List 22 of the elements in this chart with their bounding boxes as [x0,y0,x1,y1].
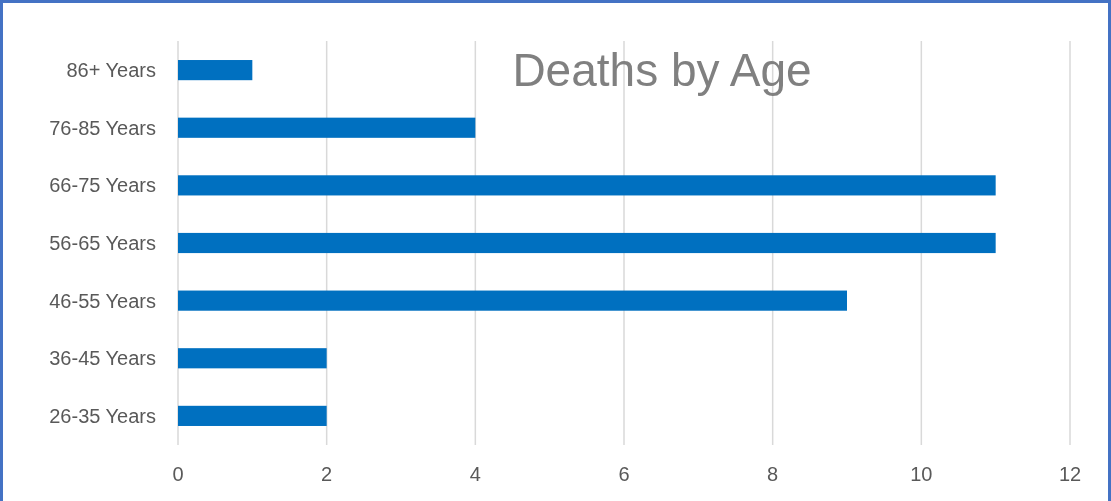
y-tick-label: 76-85 Years [49,116,156,139]
chart-title: Deaths by Age [512,44,812,97]
x-tick-label: 12 [1058,463,1082,485]
bar [178,405,327,426]
bar [178,117,476,138]
x-tick-label: 6 [618,463,630,485]
bar [178,60,253,81]
x-tick-label: 2 [321,463,333,485]
x-tick-label: 0 [172,463,184,485]
y-tick-label: 56-65 Years [49,232,156,254]
bar [178,348,327,369]
bar [178,232,996,254]
x-tick-label: 10 [910,463,933,485]
y-tick-label: 26-35 Years [49,404,156,427]
bar [178,290,847,311]
x-tick-label: 8 [767,463,779,485]
y-tick-label: 66-75 Years [49,174,156,197]
x-tick-label: 4 [469,463,481,485]
bar [178,175,996,196]
y-tick-label: 36-45 Years [49,347,156,370]
y-tick-label: 86+ Years [66,59,156,82]
y-tick-label: 46-55 Years [49,289,156,312]
